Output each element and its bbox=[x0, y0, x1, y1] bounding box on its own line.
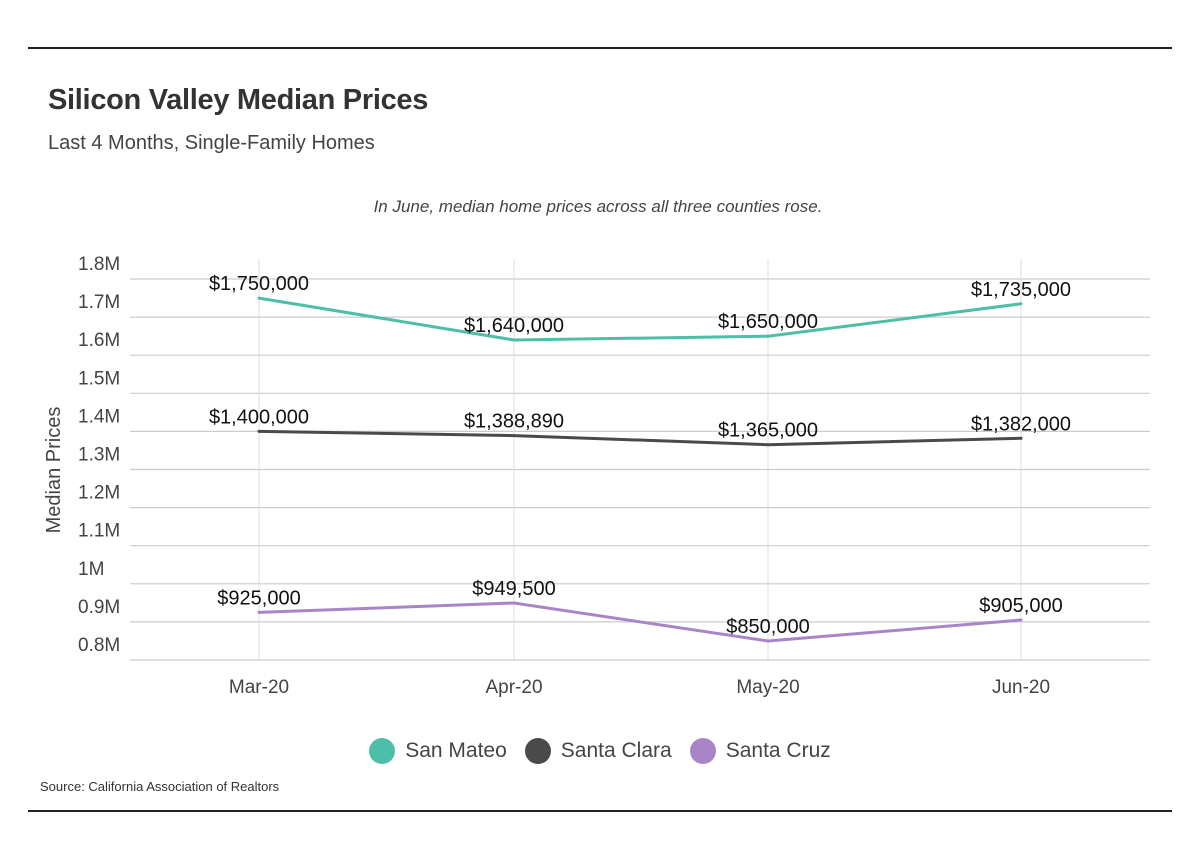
chart-title: Silicon Valley Median Prices bbox=[48, 84, 429, 116]
data-label-santa-clara: $1,365,000 bbox=[718, 420, 818, 442]
series-line-san-mateo bbox=[257, 296, 1023, 342]
legend-item-san-mateo: San Mateo bbox=[369, 738, 507, 764]
data-label-santa-cruz: $905,000 bbox=[979, 595, 1062, 617]
data-label-santa-cruz: $925,000 bbox=[217, 587, 300, 609]
y-tick-label: 1.7M bbox=[78, 292, 120, 313]
y-tick-label: 1.2M bbox=[78, 483, 120, 504]
legend-swatch-santa-clara bbox=[524, 738, 551, 764]
y-tick-label: 1.3M bbox=[78, 445, 120, 466]
y-tick-label: 1.1M bbox=[78, 521, 120, 542]
y-axis-ticks: 1.8M 1.7M 1.6M 1.5M 1.4M 1.3M 1.2M 1.1M 1M 0.9M 0.… bbox=[78, 254, 120, 656]
y-axis-label: Median Prices bbox=[43, 407, 65, 534]
legend-label-santa-cruz: Santa Cruz bbox=[725, 739, 831, 762]
series-line-santa-clara bbox=[257, 429, 1023, 447]
x-axis-ticks: Mar-20 Apr-20 May-20 Jun-20 bbox=[229, 677, 1050, 698]
data-labels: $1,750,000 $1,640,000 $1,650,000 $1,735,000… bbox=[209, 273, 1071, 638]
data-label-san-mateo: $1,640,000 bbox=[464, 315, 564, 337]
y-tick-label: 0.9M bbox=[78, 597, 120, 618]
series-line-santa-cruz bbox=[257, 601, 1023, 643]
y-tick-label: 1M bbox=[78, 559, 104, 580]
x-tick-label: May-20 bbox=[736, 677, 799, 698]
y-tick-label: 1.5M bbox=[78, 368, 120, 389]
series-lines bbox=[257, 296, 1023, 643]
x-tick-label: Jun-20 bbox=[992, 677, 1050, 698]
source-note: Source: California Association of Realto… bbox=[40, 779, 280, 794]
data-label-san-mateo: $1,735,000 bbox=[971, 279, 1071, 301]
bottom-rule bbox=[28, 810, 1172, 812]
y-tick-label: 1.4M bbox=[78, 406, 120, 427]
legend-swatch-san-mateo bbox=[369, 738, 396, 764]
legend-label-santa-clara: Santa Clara bbox=[560, 739, 672, 762]
data-label-santa-cruz: $949,500 bbox=[472, 578, 555, 600]
y-tick-label: 0.8M bbox=[78, 635, 120, 656]
data-label-san-mateo: $1,750,000 bbox=[209, 273, 309, 295]
legend: San Mateo Santa Clara Santa Cruz bbox=[0, 738, 1200, 764]
data-label-santa-cruz: $850,000 bbox=[726, 616, 809, 638]
legend-item-santa-cruz: Santa Cruz bbox=[689, 738, 831, 764]
chart-annotation: In June, median home prices across all t… bbox=[374, 197, 823, 216]
x-tick-label: Mar-20 bbox=[229, 677, 289, 698]
legend-swatch-santa-cruz bbox=[689, 738, 716, 764]
y-tick-label: 1.8M bbox=[78, 254, 120, 275]
y-tick-label: 1.6M bbox=[78, 330, 120, 351]
x-tick-label: Apr-20 bbox=[485, 677, 542, 698]
top-rule bbox=[28, 47, 1172, 49]
chart-subtitle: Last 4 Months, Single-Family Homes bbox=[48, 132, 375, 154]
data-label-san-mateo: $1,650,000 bbox=[718, 311, 818, 333]
legend-label-san-mateo: San Mateo bbox=[405, 739, 507, 762]
data-label-santa-clara: $1,388,890 bbox=[464, 411, 564, 433]
data-label-santa-clara: $1,382,000 bbox=[971, 413, 1071, 435]
legend-item-santa-clara: Santa Clara bbox=[524, 738, 672, 764]
gridlines bbox=[130, 259, 1150, 661]
data-label-santa-clara: $1,400,000 bbox=[209, 406, 309, 428]
